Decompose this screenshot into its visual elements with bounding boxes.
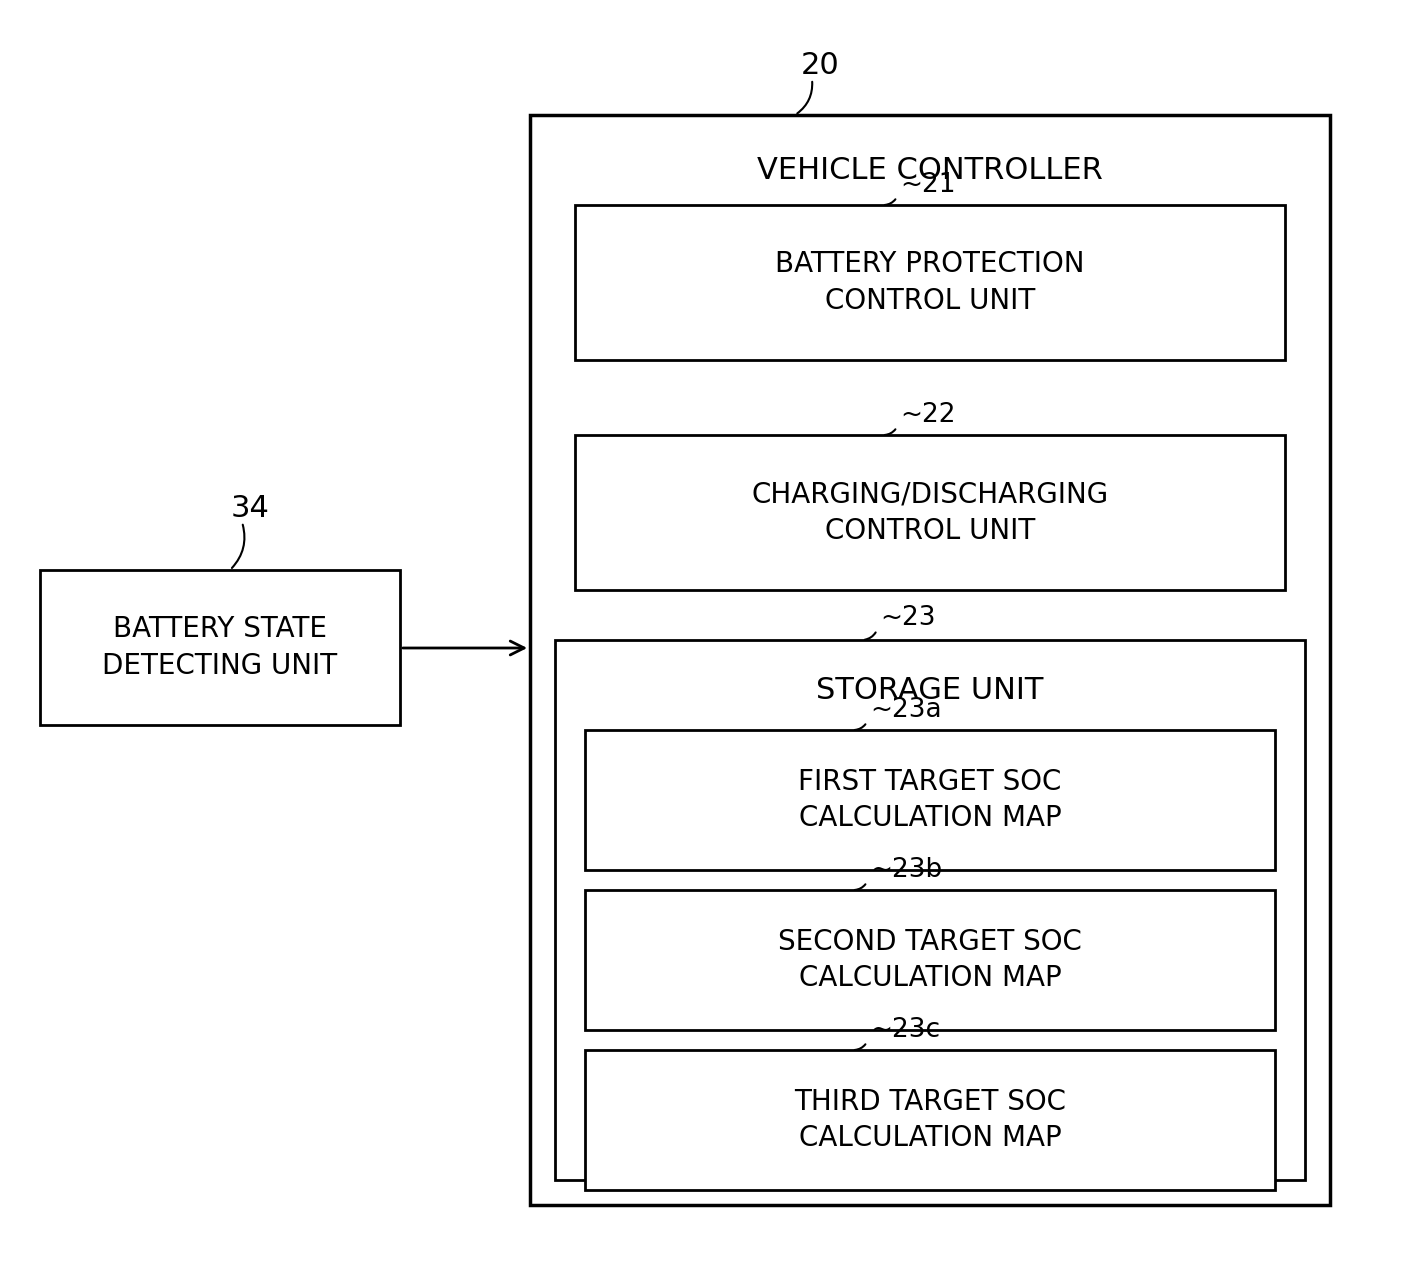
Text: ~23c: ~23c (870, 1018, 941, 1043)
Text: CHARGING/DISCHARGING
CONTROL UNIT: CHARGING/DISCHARGING CONTROL UNIT (751, 480, 1108, 545)
FancyArrowPatch shape (797, 81, 813, 113)
FancyArrowPatch shape (884, 200, 896, 205)
FancyArrowPatch shape (855, 885, 866, 890)
Text: THIRD TARGET SOC
CALCULATION MAP: THIRD TARGET SOC CALCULATION MAP (794, 1087, 1066, 1153)
Bar (530, 115, 1330, 1206)
Text: SECOND TARGET SOC
CALCULATION MAP: SECOND TARGET SOC CALCULATION MAP (778, 927, 1083, 992)
Bar (39, 571, 399, 725)
Text: 34: 34 (231, 493, 270, 523)
Text: VEHICLE CONTROLLER: VEHICLE CONTROLLER (756, 156, 1102, 184)
Text: STORAGE UNIT: STORAGE UNIT (817, 675, 1043, 705)
FancyArrowPatch shape (884, 429, 896, 435)
Text: BATTERY STATE
DETECTING UNIT: BATTERY STATE DETECTING UNIT (103, 616, 337, 680)
Text: FIRST TARGET SOC
CALCULATION MAP: FIRST TARGET SOC CALCULATION MAP (799, 768, 1062, 832)
Text: ~21: ~21 (900, 173, 956, 198)
Text: 20: 20 (800, 50, 839, 80)
Bar (585, 890, 1275, 1030)
Text: ~23b: ~23b (870, 857, 942, 884)
Bar (555, 640, 1305, 1180)
Bar (585, 730, 1275, 869)
Text: ~23: ~23 (880, 605, 935, 631)
Bar (575, 435, 1285, 590)
Text: ~23a: ~23a (870, 697, 942, 723)
Bar (585, 1050, 1275, 1190)
Text: ~22: ~22 (900, 402, 956, 428)
FancyArrowPatch shape (855, 724, 866, 730)
Text: BATTERY PROTECTION
CONTROL UNIT: BATTERY PROTECTION CONTROL UNIT (775, 250, 1085, 314)
FancyArrowPatch shape (232, 524, 245, 568)
FancyArrowPatch shape (865, 632, 876, 640)
Bar (575, 205, 1285, 361)
FancyArrowPatch shape (855, 1045, 866, 1050)
